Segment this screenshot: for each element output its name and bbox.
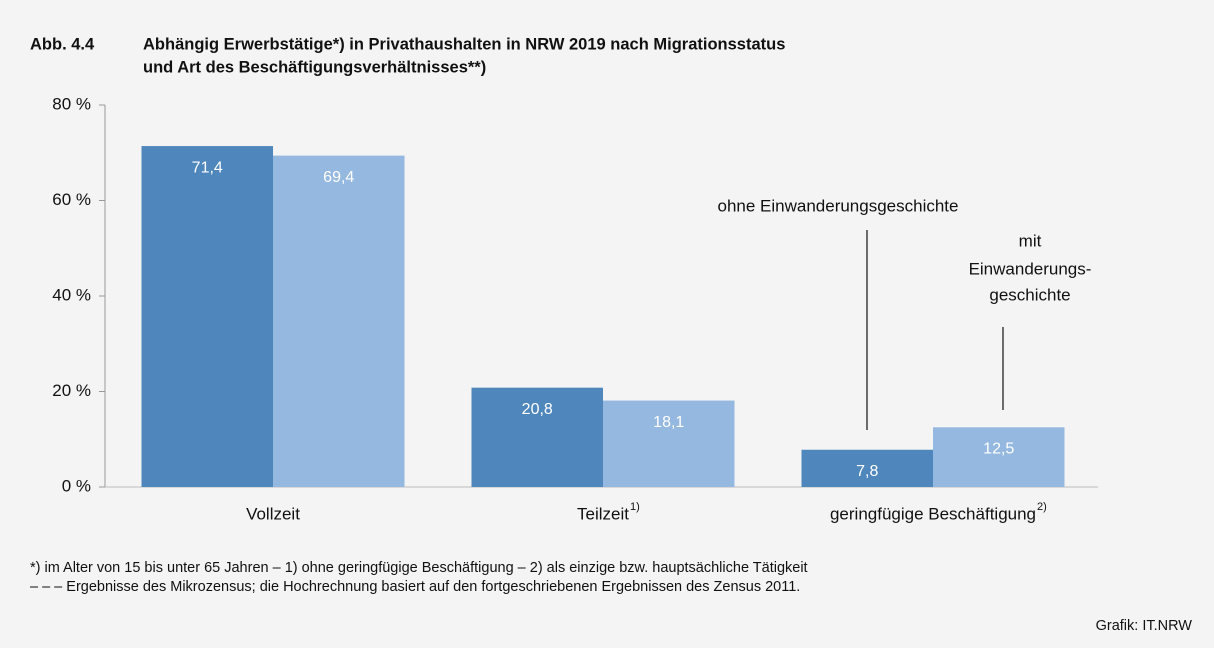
value-label: 71,4 xyxy=(192,159,223,176)
bar xyxy=(603,400,735,487)
value-label: 12,5 xyxy=(983,441,1014,458)
legend-label: ohne Einwanderungsgeschichte xyxy=(717,196,958,215)
chart-title: Abhängig Erwerbstätige*) in Privathausha… xyxy=(143,35,785,53)
footnote: – – – Ergebnisse des Mikrozensus; die Ho… xyxy=(30,579,800,595)
x-tick-label: Teilzeit xyxy=(577,504,629,523)
bar xyxy=(933,427,1065,487)
bar xyxy=(471,387,603,487)
y-tick-label: 40 % xyxy=(52,285,91,304)
y-tick-label: 20 % xyxy=(52,381,91,400)
value-label: 7,8 xyxy=(856,463,878,480)
value-label: 69,4 xyxy=(323,169,354,186)
footnote: *) im Alter von 15 bis unter 65 Jahren –… xyxy=(30,560,808,576)
figure-number: Abb. 4.4 xyxy=(30,35,95,53)
y-tick-label: 0 % xyxy=(62,476,91,495)
x-tick-label: geringfügige Beschäftigung xyxy=(830,504,1036,523)
bar xyxy=(141,146,273,487)
bar xyxy=(801,449,933,487)
bar xyxy=(273,155,405,488)
source: Grafik: IT.NRW xyxy=(1096,618,1193,634)
legend-label: geschichte xyxy=(989,285,1070,304)
x-tick-superscript: 1) xyxy=(630,501,640,513)
value-label: 18,1 xyxy=(653,414,684,431)
x-tick-label: Vollzeit xyxy=(246,504,300,523)
legend-label: mit xyxy=(1019,231,1042,250)
x-tick-superscript: 2) xyxy=(1037,501,1047,513)
y-tick-label: 80 % xyxy=(52,94,91,113)
value-label: 20,8 xyxy=(522,401,553,418)
y-tick-label: 60 % xyxy=(52,190,91,209)
chart-title: und Art des Beschäftigungsverhältnisses*… xyxy=(143,58,486,76)
legend-label: Einwanderungs- xyxy=(969,259,1092,278)
